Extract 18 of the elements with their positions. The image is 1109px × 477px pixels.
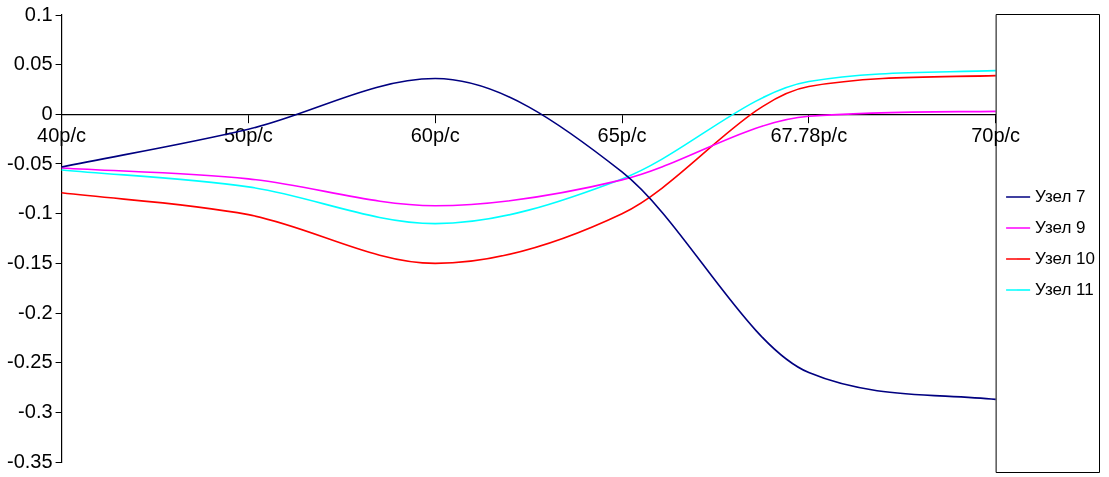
x-tick-label: 60р/с xyxy=(410,123,460,146)
y-tick-label: -0.25 xyxy=(6,350,53,373)
legend-label: Узел 10 xyxy=(1035,248,1095,268)
y-tick-label: 0.1 xyxy=(24,2,53,25)
y-tick-label: -0.3 xyxy=(18,399,53,422)
x-tick-label: 65р/с xyxy=(597,123,647,146)
y-tick-label: -0.35 xyxy=(6,449,53,472)
y-tick-label: -0.15 xyxy=(6,250,53,273)
legend-label: Узел 11 xyxy=(1035,279,1094,299)
legend-label: Узел 9 xyxy=(1035,217,1086,237)
y-tick-label: -0.2 xyxy=(18,300,53,323)
y-tick-label: -0.1 xyxy=(18,201,53,224)
y-tick-label: 0.05 xyxy=(13,52,53,75)
y-tick-label: 0 xyxy=(41,101,53,124)
x-tick-label: 50р/с xyxy=(223,123,273,146)
y-tick-label: -0.05 xyxy=(6,151,53,174)
legend-label: Узел 7 xyxy=(1035,186,1086,206)
x-tick-label: 67.78р/с xyxy=(770,123,848,146)
